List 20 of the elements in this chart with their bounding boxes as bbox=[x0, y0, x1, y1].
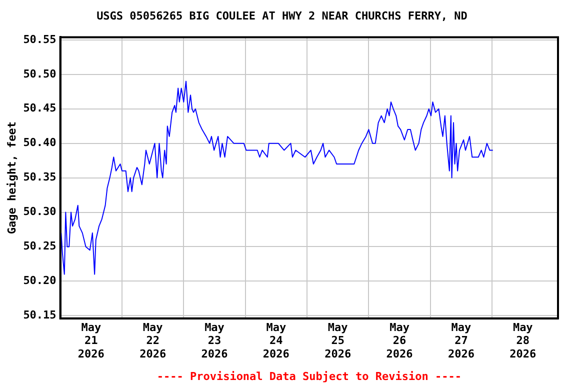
text: ---- Provisional Data Subject to Revision ---- bbox=[156, 370, 462, 383]
y-tick-label: 50.50 bbox=[23, 67, 56, 80]
x-tick-label: May 22 2026 bbox=[140, 320, 166, 360]
y-tick-label: 50.25 bbox=[23, 240, 56, 253]
y-tick-label: 50.35 bbox=[23, 170, 56, 184]
chart-title: USGS 05056265 BIG COULEE AT HWY 2 NEAR CHURCHS FERRY, ND bbox=[96, 9, 468, 22]
x-tick-label: May 21 2026 bbox=[78, 320, 105, 360]
y-tick-label: 50.40 bbox=[23, 136, 56, 150]
x-tick-label: May 25 2026 bbox=[324, 320, 352, 360]
y-tick-label: 50.45 bbox=[23, 102, 56, 115]
x-tick-label: May 26 2026 bbox=[386, 320, 414, 360]
x-tick-label: May 24 2026 bbox=[262, 320, 290, 360]
x-tick-label: May 23 2026 bbox=[201, 320, 228, 360]
y-tick-label: 50.30 bbox=[23, 205, 56, 218]
x-tick-label: May 27 2026 bbox=[448, 320, 475, 360]
y-tick-label: 50.15 bbox=[23, 308, 56, 322]
y-tick-label: 50.55 bbox=[23, 32, 56, 46]
y-axis-title: Gage height, feet bbox=[5, 122, 18, 234]
y-tick-label: 50.20 bbox=[23, 274, 56, 288]
x-tick-label: May 28 2026 bbox=[510, 320, 536, 360]
